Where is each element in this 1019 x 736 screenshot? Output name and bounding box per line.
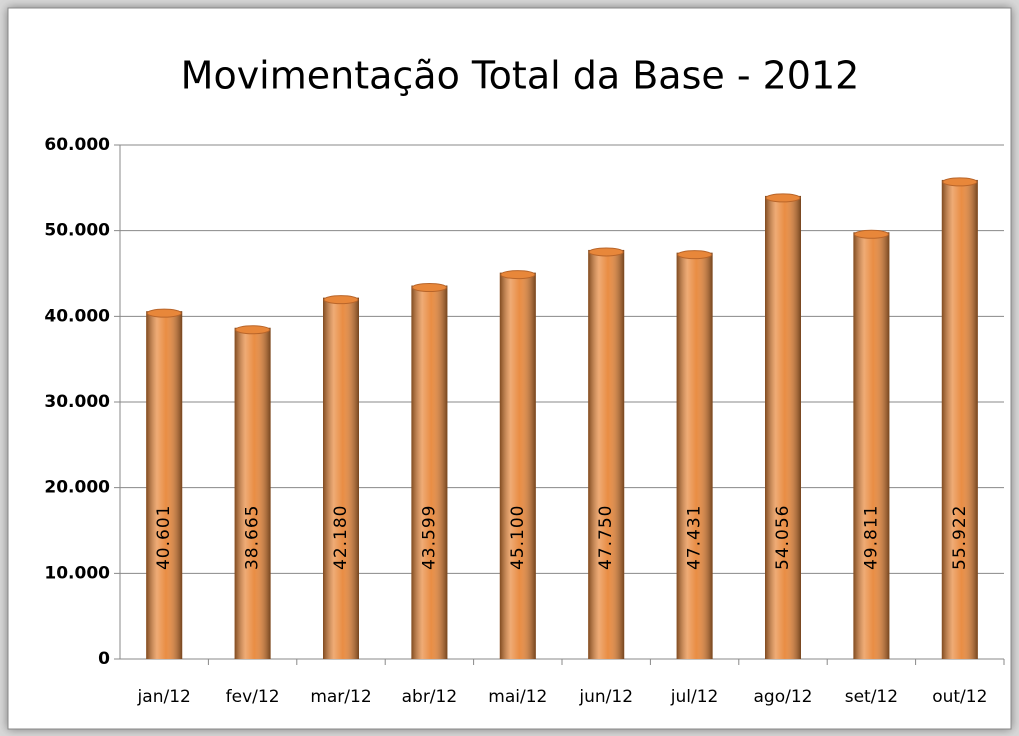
bar-cap: [411, 283, 447, 293]
value-label: 43.599: [419, 505, 439, 570]
bar-shade: [588, 249, 625, 660]
value-label: 47.750: [596, 505, 616, 570]
x-tick-label: mai/12: [488, 687, 547, 707]
bar-shade: [676, 252, 713, 659]
value-label: 40.601: [154, 505, 174, 570]
x-tick-label: jan/12: [137, 687, 191, 707]
bar-shade: [323, 297, 359, 659]
x-tick-label: out/12: [932, 687, 987, 707]
y-tick-label: 30.000: [44, 392, 110, 412]
value-label: 38.665: [243, 505, 263, 570]
bar-shade: [941, 179, 978, 659]
bar-shade: [234, 327, 271, 659]
bar-cap: [323, 295, 359, 305]
x-tick-label: mar/12: [310, 687, 371, 707]
x-tick-label: abr/12: [402, 687, 458, 707]
bar-cap: [500, 270, 536, 280]
bar-cap: [765, 193, 801, 203]
chart-title: Movimentação Total da Base - 2012: [181, 54, 860, 98]
y-tick-label: 20.000: [44, 478, 110, 498]
y-tick-label: 10.000: [44, 563, 110, 583]
value-label: 47.431: [685, 505, 705, 570]
bar-cap: [588, 247, 624, 257]
x-tick-label: set/12: [845, 687, 898, 707]
bar-shade: [499, 272, 536, 659]
bar-shade: [411, 285, 448, 659]
value-label: 49.811: [861, 505, 881, 570]
y-tick-label: 50.000: [44, 221, 110, 241]
x-tick-label: ago/12: [754, 687, 813, 707]
x-tick-label: jun/12: [578, 687, 633, 707]
bar-cap: [677, 250, 713, 260]
bar-shade: [765, 195, 801, 659]
bar-cap: [942, 177, 978, 187]
value-label: 42.180: [331, 505, 351, 570]
y-tick-label: 60.000: [44, 135, 110, 155]
x-tick-label: fev/12: [226, 687, 280, 707]
x-tick-label: jul/12: [670, 687, 719, 707]
value-label: 54.056: [773, 505, 793, 570]
bar-shade: [146, 311, 183, 659]
value-label: 55.922: [950, 505, 970, 570]
value-label: 45.100: [508, 505, 528, 570]
y-tick-label: 40.000: [44, 306, 110, 326]
y-tick-label: 0: [98, 649, 110, 669]
bar-cap: [235, 325, 271, 335]
bar-cap: [146, 308, 182, 318]
bar-shade: [853, 232, 890, 659]
bar-cap: [853, 229, 889, 239]
